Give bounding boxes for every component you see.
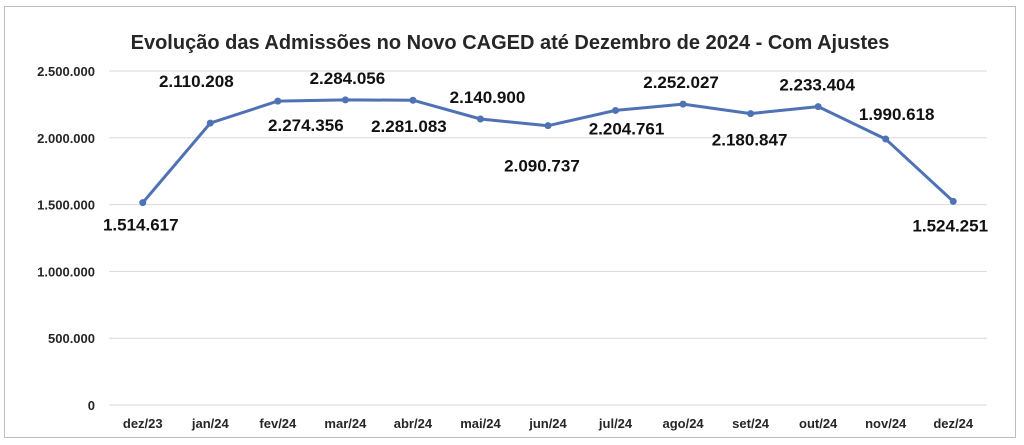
x-tick-label: jul/24 xyxy=(598,416,633,431)
data-point xyxy=(341,96,349,104)
data-label: 2.110.208 xyxy=(159,72,234,91)
x-tick-label: dez/24 xyxy=(933,416,974,431)
data-point xyxy=(476,115,484,123)
data-label: 2.090.737 xyxy=(504,157,580,176)
data-label: 2.233.404 xyxy=(779,76,855,95)
y-tick-label: 1.000.000 xyxy=(37,264,95,279)
data-point xyxy=(409,96,417,104)
y-tick-label: 1.500.000 xyxy=(37,198,95,213)
chart-frame: Evolução das Admissões no Novo CAGED até… xyxy=(4,6,1016,438)
x-tick-label: jan/24 xyxy=(191,416,230,431)
data-point xyxy=(747,110,755,118)
y-tick-label: 0 xyxy=(88,398,95,413)
data-label: 2.252.027 xyxy=(643,73,719,92)
gridlines xyxy=(109,70,987,406)
data-points xyxy=(139,96,957,207)
data-point xyxy=(544,122,552,130)
x-axis-ticks: dez/23 jan/24 fev/24 mar/24 abr/24 mai/24 jun/… xyxy=(123,416,974,431)
x-tick-label: fev/24 xyxy=(259,416,297,431)
x-tick-label: jun/24 xyxy=(528,416,567,431)
data-label: 2.274.356 xyxy=(268,116,344,135)
y-tick-label: 2.000.000 xyxy=(37,131,95,146)
x-tick-label: abr/24 xyxy=(394,416,433,431)
data-label: 2.284.056 xyxy=(310,69,386,88)
data-label: 1.990.618 xyxy=(859,105,935,124)
chart-title: Evolução das Admissões no Novo CAGED até… xyxy=(131,32,890,54)
y-axis-ticks: 0 500.000 1.000.000 1.500.000 2.000.000 2.500… xyxy=(37,64,95,413)
y-tick-label: 500.000 xyxy=(48,331,95,346)
x-tick-label: dez/23 xyxy=(123,416,163,431)
data-point xyxy=(882,135,890,143)
data-point xyxy=(814,103,822,111)
data-point xyxy=(274,97,282,105)
x-tick-label: ago/24 xyxy=(662,416,704,431)
y-tick-label: 2.500.000 xyxy=(37,64,95,79)
data-labels: 1.514.617 2.110.208 2.274.356 2.284.056 2.28… xyxy=(103,69,988,236)
data-label: 2.180.847 xyxy=(712,131,788,150)
data-label: 1.524.251 xyxy=(912,216,988,235)
x-tick-label: out/24 xyxy=(799,416,838,431)
data-point xyxy=(139,199,147,207)
data-label: 2.140.900 xyxy=(450,88,526,107)
data-point xyxy=(949,197,957,205)
x-tick-label: nov/24 xyxy=(865,416,907,431)
data-label: 2.204.761 xyxy=(589,119,665,138)
x-tick-label: mar/24 xyxy=(324,416,367,431)
x-tick-label: mai/24 xyxy=(460,416,501,431)
data-label: 1.514.617 xyxy=(103,216,179,235)
data-point xyxy=(612,106,620,114)
line-chart: Evolução das Admissões no Novo CAGED até… xyxy=(37,32,988,431)
data-label: 2.281.083 xyxy=(371,117,447,136)
x-tick-label: set/24 xyxy=(732,416,770,431)
data-point xyxy=(206,119,214,127)
data-point xyxy=(679,100,687,108)
series-line xyxy=(141,98,955,204)
